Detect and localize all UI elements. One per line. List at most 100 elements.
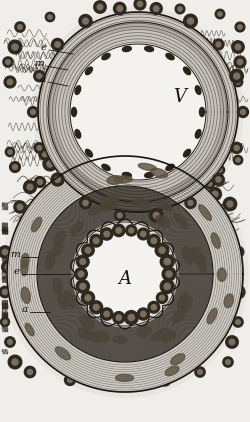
Circle shape bbox=[190, 207, 200, 216]
Ellipse shape bbox=[218, 268, 226, 281]
Circle shape bbox=[175, 4, 185, 14]
Ellipse shape bbox=[21, 254, 29, 268]
Circle shape bbox=[234, 73, 240, 79]
Circle shape bbox=[5, 264, 11, 270]
Circle shape bbox=[236, 158, 240, 162]
Ellipse shape bbox=[151, 168, 168, 178]
Circle shape bbox=[188, 18, 194, 24]
Ellipse shape bbox=[166, 164, 174, 170]
Circle shape bbox=[93, 304, 99, 310]
Circle shape bbox=[213, 39, 224, 50]
Ellipse shape bbox=[211, 233, 220, 248]
Circle shape bbox=[162, 267, 176, 281]
Text: e: e bbox=[14, 267, 20, 276]
Circle shape bbox=[82, 244, 94, 257]
Ellipse shape bbox=[162, 331, 176, 342]
Ellipse shape bbox=[75, 86, 81, 95]
Circle shape bbox=[12, 359, 18, 365]
Ellipse shape bbox=[32, 217, 42, 232]
Ellipse shape bbox=[182, 246, 193, 265]
Ellipse shape bbox=[25, 323, 34, 336]
Circle shape bbox=[6, 60, 10, 64]
Ellipse shape bbox=[138, 163, 156, 170]
Circle shape bbox=[24, 366, 36, 378]
Circle shape bbox=[53, 192, 57, 196]
Circle shape bbox=[231, 142, 242, 154]
Circle shape bbox=[142, 168, 148, 172]
Circle shape bbox=[231, 285, 245, 299]
Circle shape bbox=[80, 284, 86, 289]
Circle shape bbox=[82, 291, 94, 304]
Circle shape bbox=[128, 182, 132, 187]
Circle shape bbox=[232, 41, 244, 53]
Ellipse shape bbox=[224, 294, 234, 308]
Ellipse shape bbox=[107, 176, 123, 184]
Ellipse shape bbox=[184, 149, 190, 157]
Circle shape bbox=[216, 42, 221, 47]
Ellipse shape bbox=[100, 201, 117, 211]
Circle shape bbox=[2, 151, 248, 397]
Ellipse shape bbox=[122, 46, 131, 51]
Circle shape bbox=[38, 12, 238, 212]
Circle shape bbox=[159, 184, 171, 196]
Circle shape bbox=[137, 308, 149, 320]
Text: m: m bbox=[10, 250, 20, 259]
Circle shape bbox=[160, 279, 174, 293]
Circle shape bbox=[70, 44, 206, 180]
Circle shape bbox=[235, 289, 241, 295]
Circle shape bbox=[12, 165, 18, 169]
Circle shape bbox=[28, 369, 32, 375]
Circle shape bbox=[226, 360, 230, 364]
Text: e: e bbox=[41, 43, 47, 52]
Circle shape bbox=[45, 12, 55, 22]
Circle shape bbox=[162, 187, 168, 192]
Circle shape bbox=[167, 154, 173, 160]
Circle shape bbox=[223, 357, 233, 367]
Circle shape bbox=[98, 185, 112, 199]
Ellipse shape bbox=[165, 366, 179, 376]
Ellipse shape bbox=[195, 130, 201, 138]
Circle shape bbox=[150, 208, 163, 222]
Circle shape bbox=[154, 6, 159, 11]
Circle shape bbox=[34, 143, 44, 153]
Circle shape bbox=[188, 200, 193, 206]
Ellipse shape bbox=[199, 205, 211, 220]
Circle shape bbox=[150, 3, 162, 15]
Ellipse shape bbox=[86, 67, 92, 75]
Circle shape bbox=[218, 12, 222, 16]
Ellipse shape bbox=[46, 252, 55, 270]
Circle shape bbox=[151, 238, 157, 243]
Circle shape bbox=[84, 174, 96, 186]
Circle shape bbox=[0, 286, 11, 298]
Circle shape bbox=[64, 375, 76, 385]
Circle shape bbox=[212, 174, 224, 185]
Ellipse shape bbox=[122, 173, 131, 178]
Circle shape bbox=[85, 295, 91, 301]
Circle shape bbox=[47, 161, 53, 167]
Circle shape bbox=[125, 179, 135, 189]
Circle shape bbox=[233, 77, 243, 87]
Circle shape bbox=[138, 228, 149, 240]
Circle shape bbox=[57, 209, 63, 215]
Circle shape bbox=[98, 165, 102, 169]
Circle shape bbox=[95, 162, 105, 172]
Circle shape bbox=[223, 197, 237, 211]
Circle shape bbox=[5, 147, 15, 157]
Circle shape bbox=[7, 156, 243, 392]
Circle shape bbox=[206, 179, 214, 189]
Ellipse shape bbox=[171, 354, 185, 365]
Circle shape bbox=[170, 177, 180, 187]
Circle shape bbox=[212, 191, 218, 197]
Circle shape bbox=[48, 22, 228, 202]
Circle shape bbox=[202, 151, 208, 157]
Circle shape bbox=[216, 165, 224, 175]
Ellipse shape bbox=[95, 331, 109, 342]
Circle shape bbox=[85, 247, 91, 253]
Text: A: A bbox=[118, 270, 132, 287]
Circle shape bbox=[184, 14, 197, 28]
Circle shape bbox=[140, 165, 150, 175]
Ellipse shape bbox=[64, 291, 75, 308]
Circle shape bbox=[55, 42, 60, 47]
Circle shape bbox=[236, 320, 240, 324]
Circle shape bbox=[79, 14, 92, 27]
